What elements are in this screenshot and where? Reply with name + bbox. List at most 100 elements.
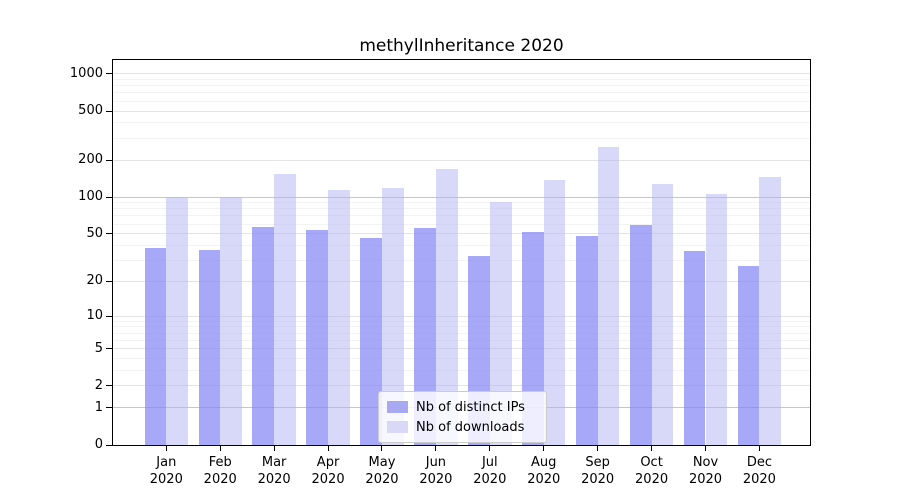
x-tick: [273, 446, 275, 451]
x-tick-label: Nov 2020: [688, 455, 723, 487]
x-tick-label: Jul 2020: [473, 455, 507, 487]
x-tick: [597, 446, 599, 451]
x-tick-label: Jun 2020: [419, 455, 453, 487]
x-tick-label: Jan 2020: [149, 455, 183, 487]
x-tick-label: Oct 2020: [635, 455, 669, 487]
bar-nb-of-downloads-dec: [759, 176, 782, 445]
x-tick-label: Sep 2020: [581, 455, 615, 487]
major-gridline: [113, 385, 810, 387]
major-gridline: [113, 233, 810, 235]
y-tick-label: 1: [94, 399, 103, 415]
minor-gridline: [113, 358, 810, 360]
y-tick-label: 5: [94, 340, 103, 356]
y-tick-label: 1000: [69, 65, 103, 81]
x-tick-label: May 2020: [365, 455, 399, 487]
legend-swatch-nb-of-distinct-ips: [387, 401, 408, 413]
bar-nb-of-downloads-feb: [220, 197, 242, 445]
x-tick-label: Aug 2020: [527, 455, 561, 487]
legend-swatch-nb-of-downloads: [387, 421, 408, 433]
x-tick: [705, 446, 706, 451]
x-tick: [435, 446, 437, 451]
y-tick-label: 50: [86, 225, 103, 241]
bar-nb-of-distinct-ips-dec: [737, 266, 760, 445]
bar-nb-of-distinct-ips-mar: [252, 226, 275, 445]
x-tick-label: Dec 2020: [742, 455, 776, 487]
minor-gridline: [113, 326, 810, 328]
chart-title: methylInheritance 2020: [359, 36, 564, 56]
bar-nb-of-downloads-oct: [651, 183, 674, 445]
x-tick: [219, 446, 221, 451]
y-tick: [106, 73, 112, 75]
y-tick: [106, 196, 112, 198]
y-tick-label: 100: [78, 189, 103, 205]
minor-gridline: [113, 370, 810, 372]
bar-nb-of-distinct-ips-feb: [198, 249, 221, 445]
x-tick-label: Feb 2020: [203, 455, 237, 487]
y-tick: [106, 315, 112, 317]
bar-nb-of-distinct-ips-sep: [575, 235, 598, 445]
x-tick: [327, 446, 329, 451]
x-tick-label: Mar 2020: [257, 455, 291, 487]
bar-nb-of-distinct-ips-jan: [144, 248, 167, 445]
minor-gridline: [113, 320, 810, 322]
y-tick: [106, 280, 112, 282]
y-tick-label: 20: [86, 273, 103, 289]
x-tick: [543, 446, 545, 451]
minor-gridline: [113, 202, 810, 204]
y-tick: [106, 385, 112, 387]
y-tick-label: 0: [94, 437, 103, 452]
minor-gridline: [113, 339, 810, 341]
y-tick: [106, 110, 112, 112]
y-tick: [106, 233, 112, 235]
legend: Nb of distinct IPs Nb of downloads: [378, 391, 547, 443]
minor-gridline: [113, 79, 810, 80]
bar-nb-of-downloads-aug: [543, 179, 566, 445]
x-tick: [165, 446, 167, 451]
minor-gridline: [113, 122, 810, 124]
legend-label: Nb of distinct IPs: [416, 399, 525, 415]
bar-nb-of-distinct-ips-apr: [306, 229, 329, 445]
minor-gridline: [113, 100, 810, 102]
minor-gridline: [113, 85, 810, 87]
major-gridline: [113, 348, 810, 350]
bar-nb-of-downloads-sep: [597, 146, 620, 445]
minor-gridline: [113, 244, 810, 246]
y-tick-label: 500: [78, 103, 103, 119]
y-tick: [106, 444, 112, 446]
bar-nb-of-downloads-jan: [166, 197, 188, 445]
minor-gridline: [113, 260, 810, 262]
minor-gridline: [113, 332, 810, 334]
y-tick: [106, 159, 112, 161]
bar-nb-of-downloads-may: [381, 188, 404, 445]
major-gridline: [113, 196, 810, 198]
minor-gridline: [113, 223, 810, 225]
minor-gridline: [113, 137, 810, 139]
legend-item: Nb of downloads: [387, 417, 537, 437]
legend-label: Nb of downloads: [416, 419, 525, 435]
minor-gridline: [113, 92, 810, 94]
y-tick-label: 200: [78, 152, 103, 168]
bar-nb-of-downloads-jun: [435, 169, 458, 445]
bar-nb-of-distinct-ips-oct: [629, 225, 652, 445]
minor-gridline: [113, 208, 810, 210]
bar-nb-of-downloads-nov: [705, 194, 728, 445]
bar-nb-of-distinct-ips-jun: [414, 227, 436, 445]
minor-gridline: [113, 215, 810, 217]
legend-item: Nb of distinct IPs: [387, 397, 537, 417]
major-gridline: [113, 280, 810, 282]
major-gridline: [113, 315, 810, 317]
bar-nb-of-downloads-mar: [274, 173, 296, 445]
y-tick: [106, 348, 112, 350]
bar-nb-of-distinct-ips-may: [360, 238, 382, 445]
plot-area: 0 1 2 5 10 20 50 100 200 500 1000 Jan 2020 Feb 2020 M…: [70, 59, 811, 487]
x-tick: [489, 446, 491, 451]
y-tick-label: 10: [86, 308, 103, 324]
bar-nb-of-downloads-jul: [489, 202, 512, 445]
major-gridline: [113, 73, 810, 75]
y-tick: [106, 407, 112, 409]
bar-nb-of-downloads-apr: [328, 189, 350, 445]
x-tick: [651, 446, 653, 451]
bar-nb-of-distinct-ips-nov: [683, 251, 706, 445]
major-gridline: [113, 159, 810, 161]
